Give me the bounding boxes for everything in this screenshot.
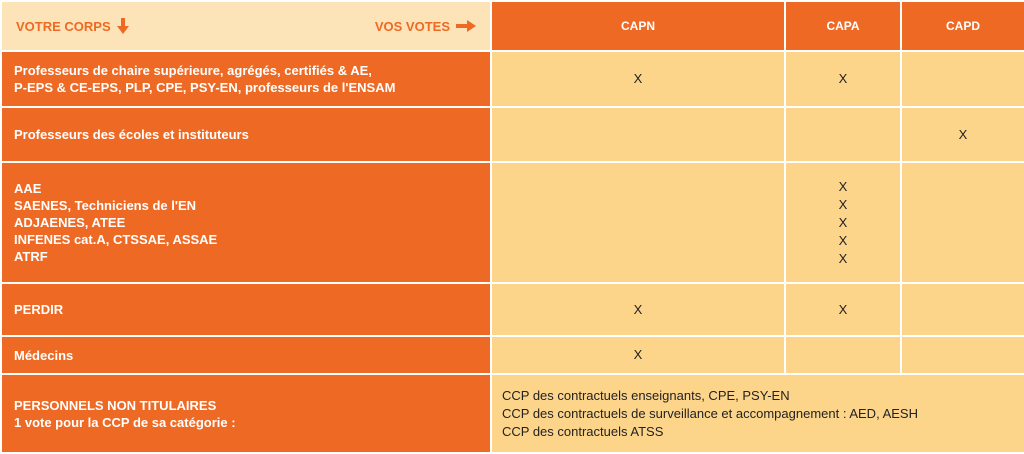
row-label-line: INFENES cat.A, CTSSAE, ASSAE xyxy=(14,232,218,247)
cell-capn: X xyxy=(490,335,786,375)
row-label-line: 1 vote pour la CCP de sa catégorie : xyxy=(14,414,236,430)
table-row: PERDIR X X xyxy=(0,282,1024,337)
vote-mark: X xyxy=(838,250,848,266)
cell-capa: X xyxy=(784,282,902,337)
row-label-line: PERDIR xyxy=(14,302,64,317)
vote-mark: X xyxy=(838,301,848,317)
vote-mark: X xyxy=(838,232,848,248)
cell-capd xyxy=(900,161,1024,284)
vote-mark: X xyxy=(838,214,848,230)
cell-capd xyxy=(900,50,1024,108)
vote-mark: X xyxy=(958,126,968,142)
vote-mark: X xyxy=(838,71,848,86)
row-label-line: AAE xyxy=(14,181,42,196)
vote-mark: X xyxy=(633,347,643,362)
ccp-item: CCP des contractuels enseignants, CPE, P… xyxy=(502,387,790,403)
column-header-capn: CAPN xyxy=(490,0,786,52)
ccp-list-cell: CCP des contractuels enseignants, CPE, P… xyxy=(490,373,1024,454)
votre-corps-label: VOTRE CORPS xyxy=(16,18,129,34)
vote-mark: X xyxy=(838,196,848,212)
column-header-capd: CAPD xyxy=(900,0,1024,52)
column-header-capa: CAPA xyxy=(784,0,902,52)
row-label-professeurs: Professeurs de chaire supérieure, agrégé… xyxy=(0,50,492,108)
row-label-administratifs: AAE SAENES, Techniciens de l'EN ADJAENES… xyxy=(0,161,492,284)
row-label-line: P-EPS & CE-EPS, PLP, CPE, PSY-EN, profes… xyxy=(14,80,396,95)
votre-corps-text: VOTRE CORPS xyxy=(16,18,111,34)
table-row: AAE SAENES, Techniciens de l'EN ADJAENES… xyxy=(0,161,1024,284)
vos-votes-text: VOS VOTES xyxy=(374,18,450,34)
row-label-professeurs-ecoles: Professeurs des écoles et instituteurs xyxy=(0,106,492,163)
table-row: Médecins X xyxy=(0,335,1024,375)
row-label-line: ATRF xyxy=(14,249,48,264)
arrow-right-icon xyxy=(456,20,476,32)
row-label-non-titulaires: PERSONNELS NON TITULAIRES 1 vote pour la… xyxy=(0,373,492,454)
ccp-item: CCP des contractuels ATSS xyxy=(502,423,664,439)
ccp-item: CCP des contractuels de surveillance et … xyxy=(502,405,918,421)
header-left-cell: VOTRE CORPS VOS VOTES xyxy=(0,0,492,52)
cell-capn: X xyxy=(490,50,786,108)
cell-capn xyxy=(490,161,786,284)
row-label-line: ADJAENES, ATEE xyxy=(14,215,126,230)
vote-mark: X xyxy=(633,301,643,317)
cell-capd: X xyxy=(900,106,1024,163)
row-label-perdir: PERDIR xyxy=(0,282,492,337)
cell-capa: X xyxy=(784,50,902,108)
cell-capa xyxy=(784,335,902,375)
cell-capa xyxy=(784,106,902,163)
table-row: Professeurs de chaire supérieure, agrégé… xyxy=(0,50,1024,108)
row-label-medecins: Médecins xyxy=(0,335,492,375)
cell-capn: X xyxy=(490,282,786,337)
vote-mark: X xyxy=(633,71,643,86)
vos-votes-label: VOS VOTES xyxy=(375,19,476,34)
table-header-row: VOTRE CORPS VOS VOTES CAPN CAPA CAPD xyxy=(0,0,1024,52)
cell-capd xyxy=(900,282,1024,337)
cell-capn xyxy=(490,106,786,163)
table-row: PERSONNELS NON TITULAIRES 1 vote pour la… xyxy=(0,373,1024,454)
row-label-line: PERSONNELS NON TITULAIRES xyxy=(14,397,217,413)
row-label-line: Professeurs des écoles et instituteurs xyxy=(14,127,249,142)
cell-capa: X X X X X xyxy=(784,161,902,284)
row-label-line: SAENES, Techniciens de l'EN xyxy=(14,198,197,213)
vote-mark: X xyxy=(838,178,848,194)
cell-capd xyxy=(900,335,1024,375)
row-label-line: Médecins xyxy=(14,347,74,363)
arrow-down-icon xyxy=(116,18,129,34)
row-label-line: Professeurs de chaire supérieure, agrégé… xyxy=(14,63,372,78)
table-row: Professeurs des écoles et instituteurs X xyxy=(0,106,1024,163)
